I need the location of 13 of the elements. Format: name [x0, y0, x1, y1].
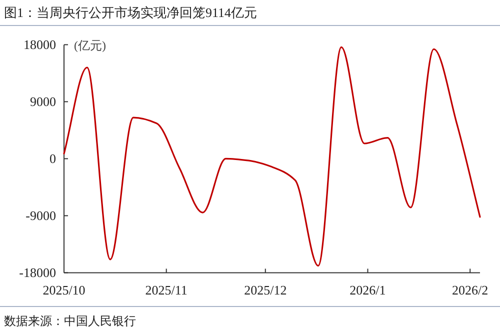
y-tick-label: 9000 — [30, 94, 56, 110]
y-tick-label: -9000 — [26, 208, 56, 224]
x-tick-label: 2025/11 — [145, 282, 188, 298]
x-tick-label: 2025/10 — [42, 282, 86, 298]
chart-title: 图1：当周央行公开市场实现净回笼9114亿元 — [4, 5, 258, 20]
x-tick-label: 2026/1 — [350, 282, 386, 298]
x-tick-label: 2025/12 — [244, 282, 287, 298]
y-tick-label: -18000 — [19, 265, 56, 280]
source-note: 数据来源：中国人民银行 — [4, 314, 136, 328]
x-tick-label: 2026/2 — [452, 282, 488, 298]
y-tick-label: 18000 — [24, 37, 56, 52]
y-tick-label: 0 — [50, 151, 56, 166]
y-axis-title: (亿元) — [74, 38, 106, 53]
